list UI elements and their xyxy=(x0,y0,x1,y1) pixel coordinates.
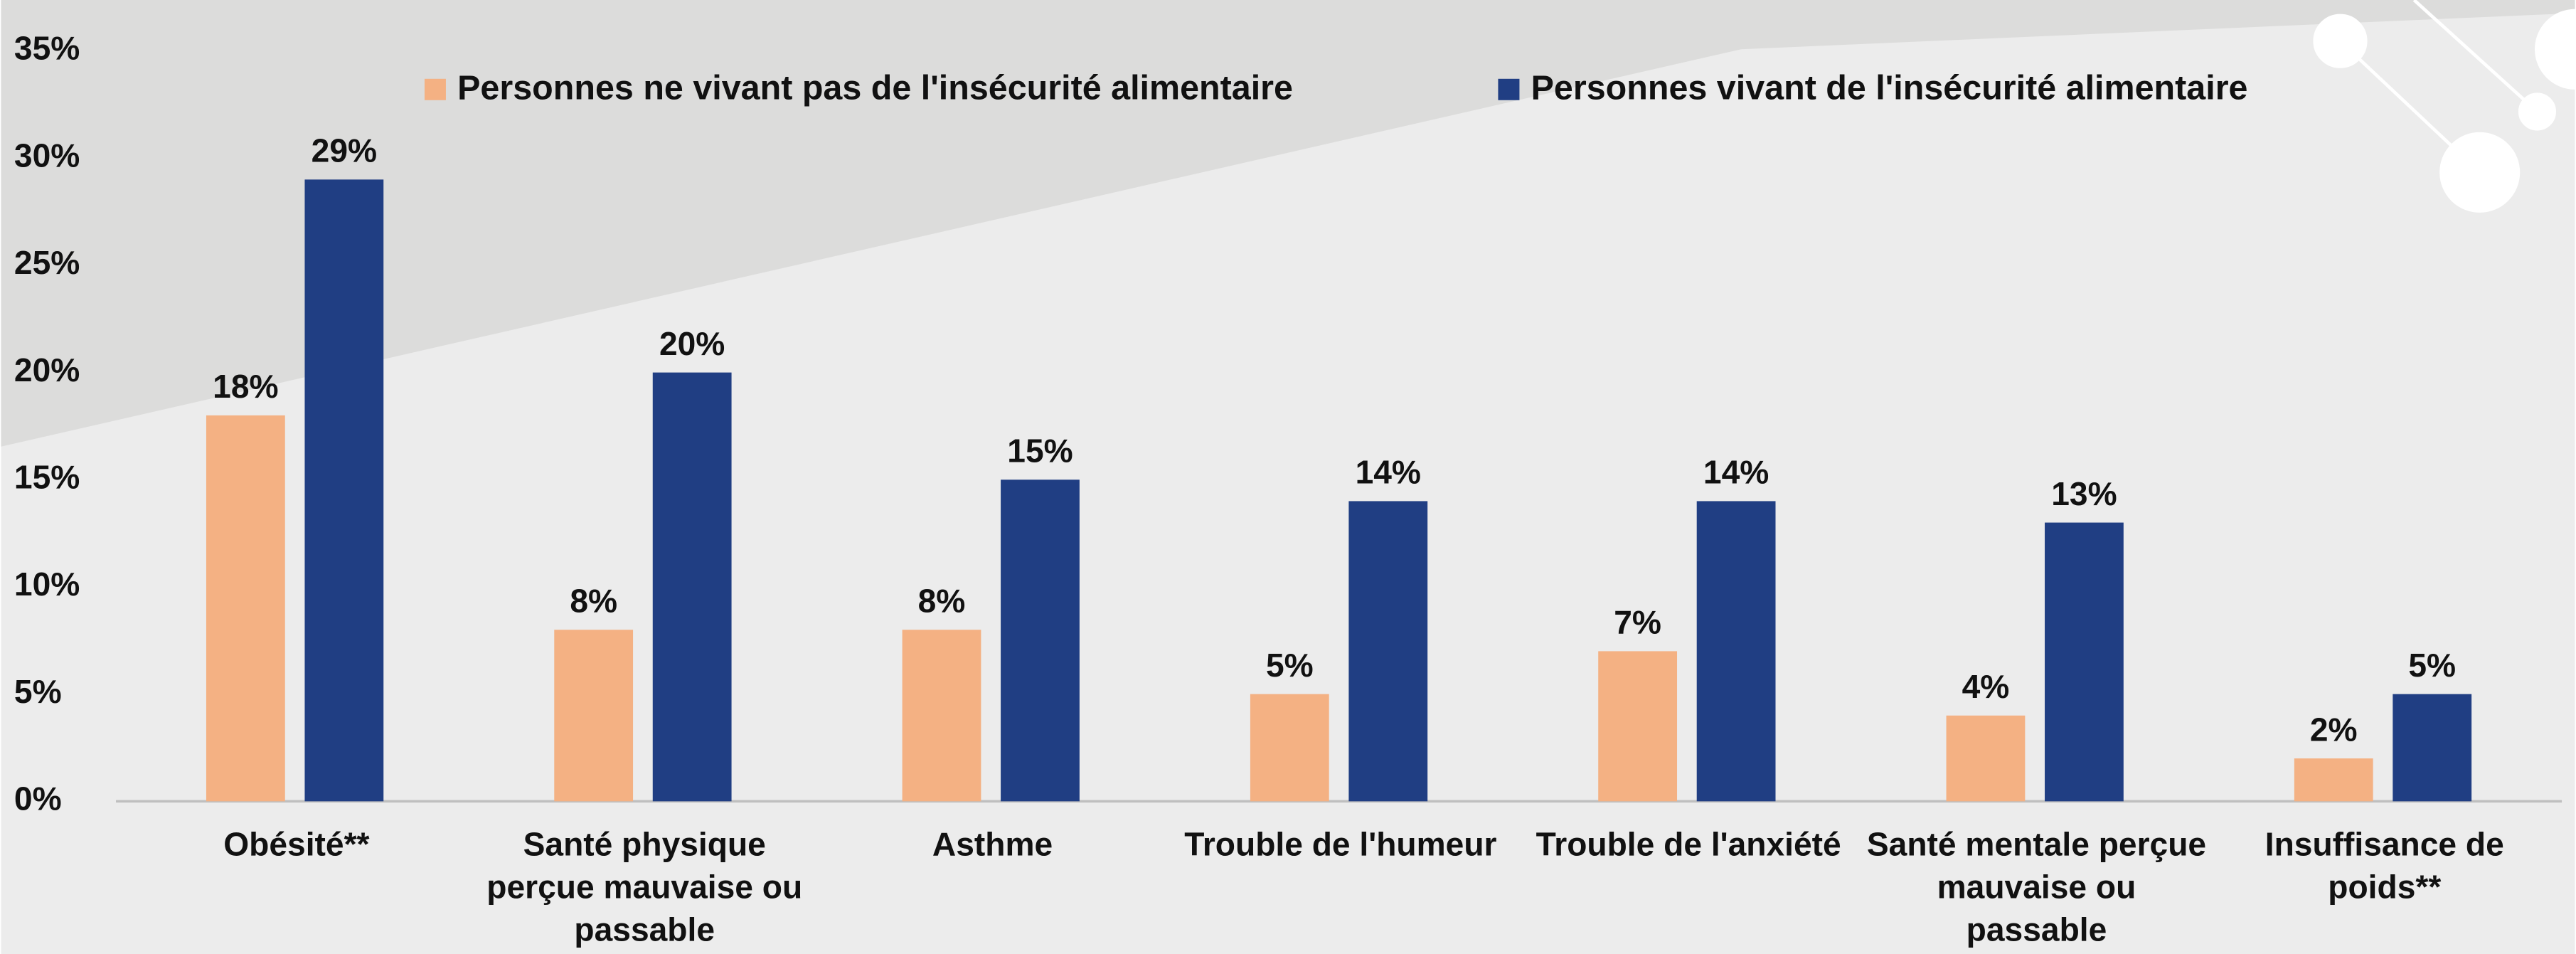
bar xyxy=(1250,694,1329,802)
bar xyxy=(1598,651,1678,802)
y-tick-label: 0% xyxy=(14,780,62,817)
bar xyxy=(652,372,732,802)
bar xyxy=(206,415,285,802)
bar xyxy=(1946,715,2026,802)
bar xyxy=(554,630,634,802)
data-label: 5% xyxy=(1266,647,1314,684)
data-label: 8% xyxy=(570,583,617,620)
data-label: 29% xyxy=(312,132,377,169)
data-label: 7% xyxy=(1614,604,1661,641)
legend-swatch xyxy=(1498,78,1520,100)
bar xyxy=(2294,758,2373,802)
x-tick-label-box: Obésité** xyxy=(223,827,370,864)
bar xyxy=(1348,501,1428,802)
data-label: 18% xyxy=(213,368,278,405)
x-tick-label: Insuffisance de poids** xyxy=(2264,827,2504,907)
bar xyxy=(2045,522,2124,802)
y-tick-label: 10% xyxy=(14,566,80,603)
x-tick-label: Trouble de l'anxiété xyxy=(1536,827,1841,864)
y-tick-label: 30% xyxy=(14,137,80,174)
x-tick-label: Trouble de l'humeur xyxy=(1184,827,1497,864)
bar xyxy=(304,179,384,802)
x-tick-label-box: Santé physique perçue mauvaise ou passab… xyxy=(486,827,803,950)
data-label: 15% xyxy=(1007,433,1073,470)
data-label: 4% xyxy=(1962,668,2010,705)
y-tick-label: 35% xyxy=(14,30,80,67)
data-label: 8% xyxy=(918,583,966,620)
legend-label: Personnes vivant de l'insécurité aliment… xyxy=(1531,69,2248,107)
bar xyxy=(902,630,981,802)
x-tick-label: Santé mentale perçue mauvaise ou passabl… xyxy=(1866,827,2207,950)
x-tick-label-box: Trouble de l'humeur xyxy=(1184,827,1497,864)
x-tick-label: Obésité** xyxy=(223,827,370,864)
data-label: 14% xyxy=(1356,454,1421,491)
x-tick-label: Santé physique perçue mauvaise ou passab… xyxy=(486,827,803,950)
background-band xyxy=(1,0,2575,447)
bar xyxy=(1001,479,1080,802)
bar xyxy=(1696,501,1776,802)
y-tick-label: 15% xyxy=(14,458,80,495)
decoration xyxy=(2313,0,2576,213)
data-label: 14% xyxy=(1703,454,1769,491)
data-label: 5% xyxy=(2408,647,2456,684)
data-label: 13% xyxy=(2051,475,2117,512)
x-tick-label-box: Santé mentale perçue mauvaise ou passabl… xyxy=(1866,827,2207,950)
y-tick-label: 25% xyxy=(14,244,80,281)
x-tick-label: Asthme xyxy=(932,827,1053,864)
data-label: 2% xyxy=(2310,711,2358,748)
bar xyxy=(2393,694,2472,802)
x-tick-label-box: Insuffisance de poids** xyxy=(2264,827,2504,907)
x-tick-label-box: Trouble de l'anxiété xyxy=(1536,827,1841,864)
legend-label: Personnes ne vivant pas de l'insécurité … xyxy=(457,69,1293,107)
y-tick-label: 20% xyxy=(14,351,80,388)
data-label: 20% xyxy=(659,325,725,362)
y-tick-label: 5% xyxy=(14,673,62,710)
legend-swatch xyxy=(424,78,446,100)
x-tick-label-box: Asthme xyxy=(932,827,1053,864)
